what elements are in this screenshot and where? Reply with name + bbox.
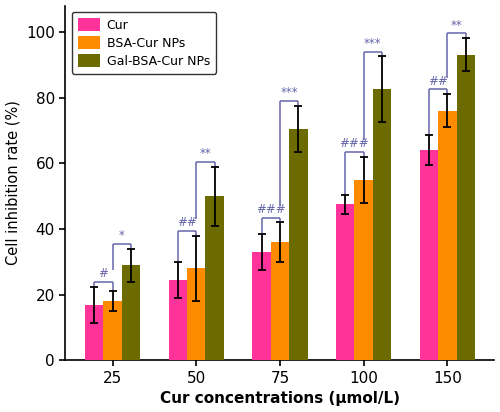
Text: *: * — [119, 229, 124, 242]
Text: ###: ### — [340, 137, 369, 150]
Text: **: ** — [200, 147, 211, 160]
Bar — [168, 280, 187, 360]
Y-axis label: Cell inhibition rate (%): Cell inhibition rate (%) — [6, 101, 20, 265]
Bar — [289, 129, 308, 360]
Text: ***: *** — [364, 37, 382, 50]
Bar — [104, 301, 122, 360]
Bar — [187, 269, 206, 360]
Text: #: # — [98, 267, 108, 280]
Bar — [270, 242, 289, 360]
Bar — [373, 89, 391, 360]
Text: ##: ## — [428, 75, 448, 88]
Bar — [336, 204, 354, 360]
Bar — [438, 111, 456, 360]
Bar — [354, 180, 373, 360]
Legend: Cur, BSA-Cur NPs, Gal-BSA-Cur NPs: Cur, BSA-Cur NPs, Gal-BSA-Cur NPs — [72, 12, 216, 74]
Bar — [206, 196, 224, 360]
Text: ##: ## — [177, 216, 197, 229]
Bar — [122, 265, 140, 360]
Text: ***: *** — [280, 86, 298, 99]
Text: **: ** — [450, 19, 462, 32]
Bar — [85, 304, 103, 360]
X-axis label: Cur concentrations (μmol/L): Cur concentrations (μmol/L) — [160, 391, 400, 407]
Bar — [420, 150, 438, 360]
Text: ###: ### — [256, 203, 286, 216]
Bar — [456, 55, 475, 360]
Bar — [252, 252, 270, 360]
